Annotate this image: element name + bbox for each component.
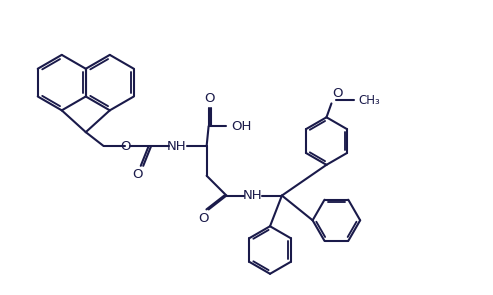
Text: NH: NH: [167, 140, 187, 153]
Text: CH₃: CH₃: [358, 94, 380, 107]
Text: O: O: [205, 92, 215, 105]
Text: OH: OH: [231, 120, 252, 133]
Text: O: O: [120, 140, 131, 153]
Text: ···: ···: [199, 142, 210, 152]
Text: NH: NH: [243, 189, 262, 202]
Text: O: O: [132, 168, 142, 181]
Text: O: O: [332, 87, 343, 100]
Text: O: O: [198, 212, 209, 225]
